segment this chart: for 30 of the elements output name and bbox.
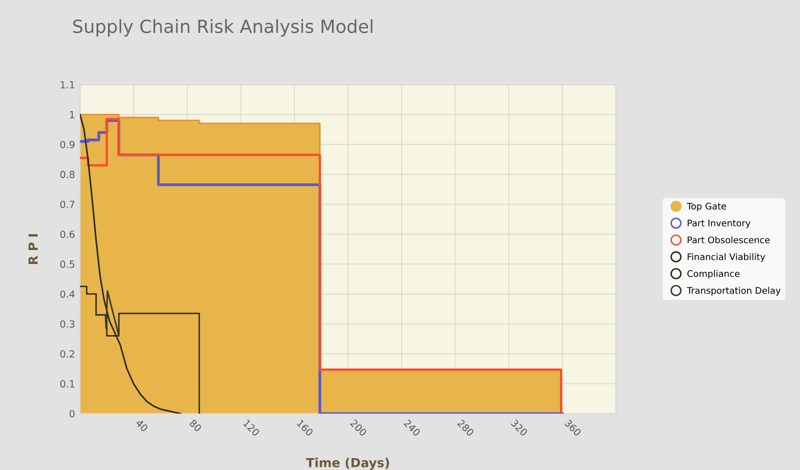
y-axis-title: R P I [28,234,38,264]
y-tick-label: 0.3 [60,320,74,328]
y-tick-label: 0.5 [60,260,74,268]
legend-label: Part Obsolescence [688,236,770,244]
legend-label: Financial Viability [688,253,766,262]
legend-label: Transportation Delay [686,286,781,296]
y-tick-label: 1.1 [60,81,74,88]
chart-title: Supply Chain Risk Analysis Model [73,19,372,37]
y-tick-label: 0.7 [60,200,74,208]
y-tick-label: 1 [70,111,74,118]
legend-label: Part Inventory [688,220,750,228]
x-tick-label: 160 [296,419,314,436]
x-tick-label: 240 [403,419,421,436]
x-tick-label: 360 [564,419,582,436]
x-axis-title: Time (Days) [306,458,389,470]
y-tick-label: 0.8 [60,170,74,178]
x-tick-label: 320 [510,419,528,436]
y-tick-label: 0 [70,410,74,418]
x-tick-label: 40 [135,418,148,432]
y-tick-label: 0.1 [60,380,74,388]
x-tick-label: 80 [189,419,202,432]
y-tick-label: 0.6 [60,230,75,238]
y-tick-label: 0.4 [60,290,75,298]
legend-label: Compliance [687,270,740,279]
legend-label: Top Gate [686,202,726,212]
y-tick-label: 0.2 [60,350,74,358]
x-tick-label: 120 [242,419,260,436]
x-tick-label: 200 [350,419,368,436]
y-tick-label: 0.9 [60,140,74,148]
x-tick-label: 280 [457,419,474,436]
